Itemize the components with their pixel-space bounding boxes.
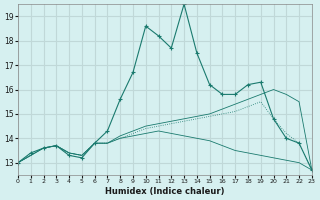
X-axis label: Humidex (Indice chaleur): Humidex (Indice chaleur) (105, 187, 225, 196)
